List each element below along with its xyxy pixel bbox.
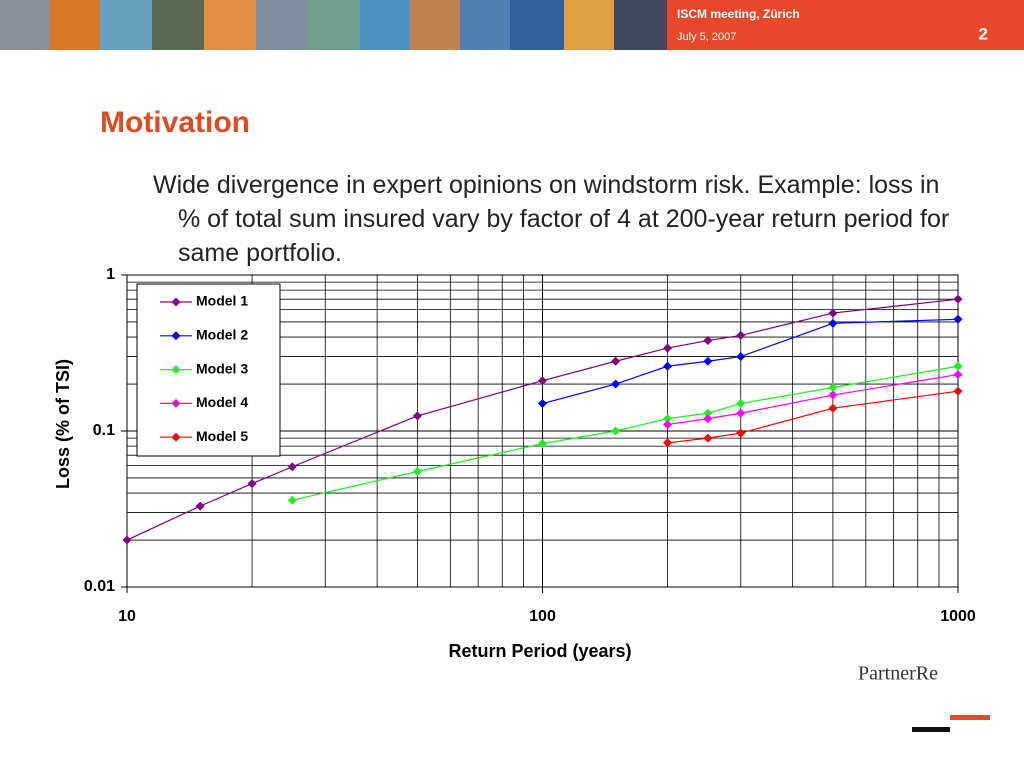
data-point [538, 399, 547, 409]
legend-marker [171, 331, 181, 341]
data-point [703, 408, 713, 418]
legend-marker [171, 398, 181, 408]
series-line [126, 298, 959, 541]
data-point [828, 390, 838, 400]
data-point [953, 314, 963, 324]
y-tick-label: 1 [106, 266, 115, 283]
logo-bar-black [912, 727, 950, 732]
data-point [953, 386, 963, 396]
data-point [611, 426, 621, 436]
y-tick-label: 0.01 [84, 578, 115, 595]
logo-bar-red [950, 715, 990, 720]
data-point [663, 361, 673, 371]
bullet-text: Wide divergence in expert opinions on wi… [153, 171, 950, 267]
data-point [953, 370, 963, 380]
legend-marker [171, 297, 181, 307]
data-point [703, 336, 713, 346]
legend-label: Model 5 [196, 428, 248, 444]
x-tick-label: 10 [118, 608, 136, 625]
data-point [412, 467, 422, 477]
data-point [287, 462, 297, 472]
data-point [247, 479, 257, 489]
data-point [736, 428, 746, 438]
data-point [663, 420, 673, 430]
data-point [953, 294, 963, 304]
meeting: ISCM meeting, Zürich [677, 7, 800, 21]
data-point [828, 403, 838, 413]
legend-label: Model 2 [196, 327, 248, 343]
legend-marker [171, 432, 181, 442]
data-point [122, 535, 132, 545]
x-tick-label: 1000 [940, 608, 976, 625]
legend-marker [171, 365, 181, 375]
date: July 5, 2007 [677, 31, 736, 43]
data-point [736, 330, 746, 340]
data-point [736, 352, 746, 362]
legend-label: Model 3 [196, 360, 248, 376]
data-point [736, 408, 746, 418]
data-point [663, 438, 673, 448]
y-tick-label: 0.1 [93, 422, 115, 439]
header-bar [667, 0, 1024, 50]
y-axis-label: Loss (% of TSI) [53, 359, 73, 489]
data-point [663, 343, 673, 353]
data-point [703, 433, 713, 443]
logo: PartnerRe [858, 663, 938, 685]
data-point [828, 383, 838, 393]
data-point [703, 356, 713, 366]
slide-title: Motivation [100, 106, 250, 139]
header-images [0, 0, 667, 50]
x-axis-label: Return Period (years) [448, 641, 631, 661]
legend-label: Model 1 [196, 293, 248, 309]
data-point [703, 414, 713, 424]
data-point [538, 439, 547, 449]
data-point [611, 379, 621, 389]
data-point [953, 361, 963, 371]
data-point [663, 414, 673, 424]
data-point [828, 308, 838, 318]
x-tick-label: 100 [529, 608, 556, 625]
data-point [287, 495, 297, 505]
data-point [538, 376, 547, 386]
data-point [828, 318, 838, 328]
data-point [195, 501, 205, 511]
legend-label: Model 4 [196, 394, 248, 410]
data-point [412, 411, 422, 421]
data-point [611, 356, 621, 366]
data-point [736, 399, 746, 409]
page-number: 2 [979, 24, 988, 43]
